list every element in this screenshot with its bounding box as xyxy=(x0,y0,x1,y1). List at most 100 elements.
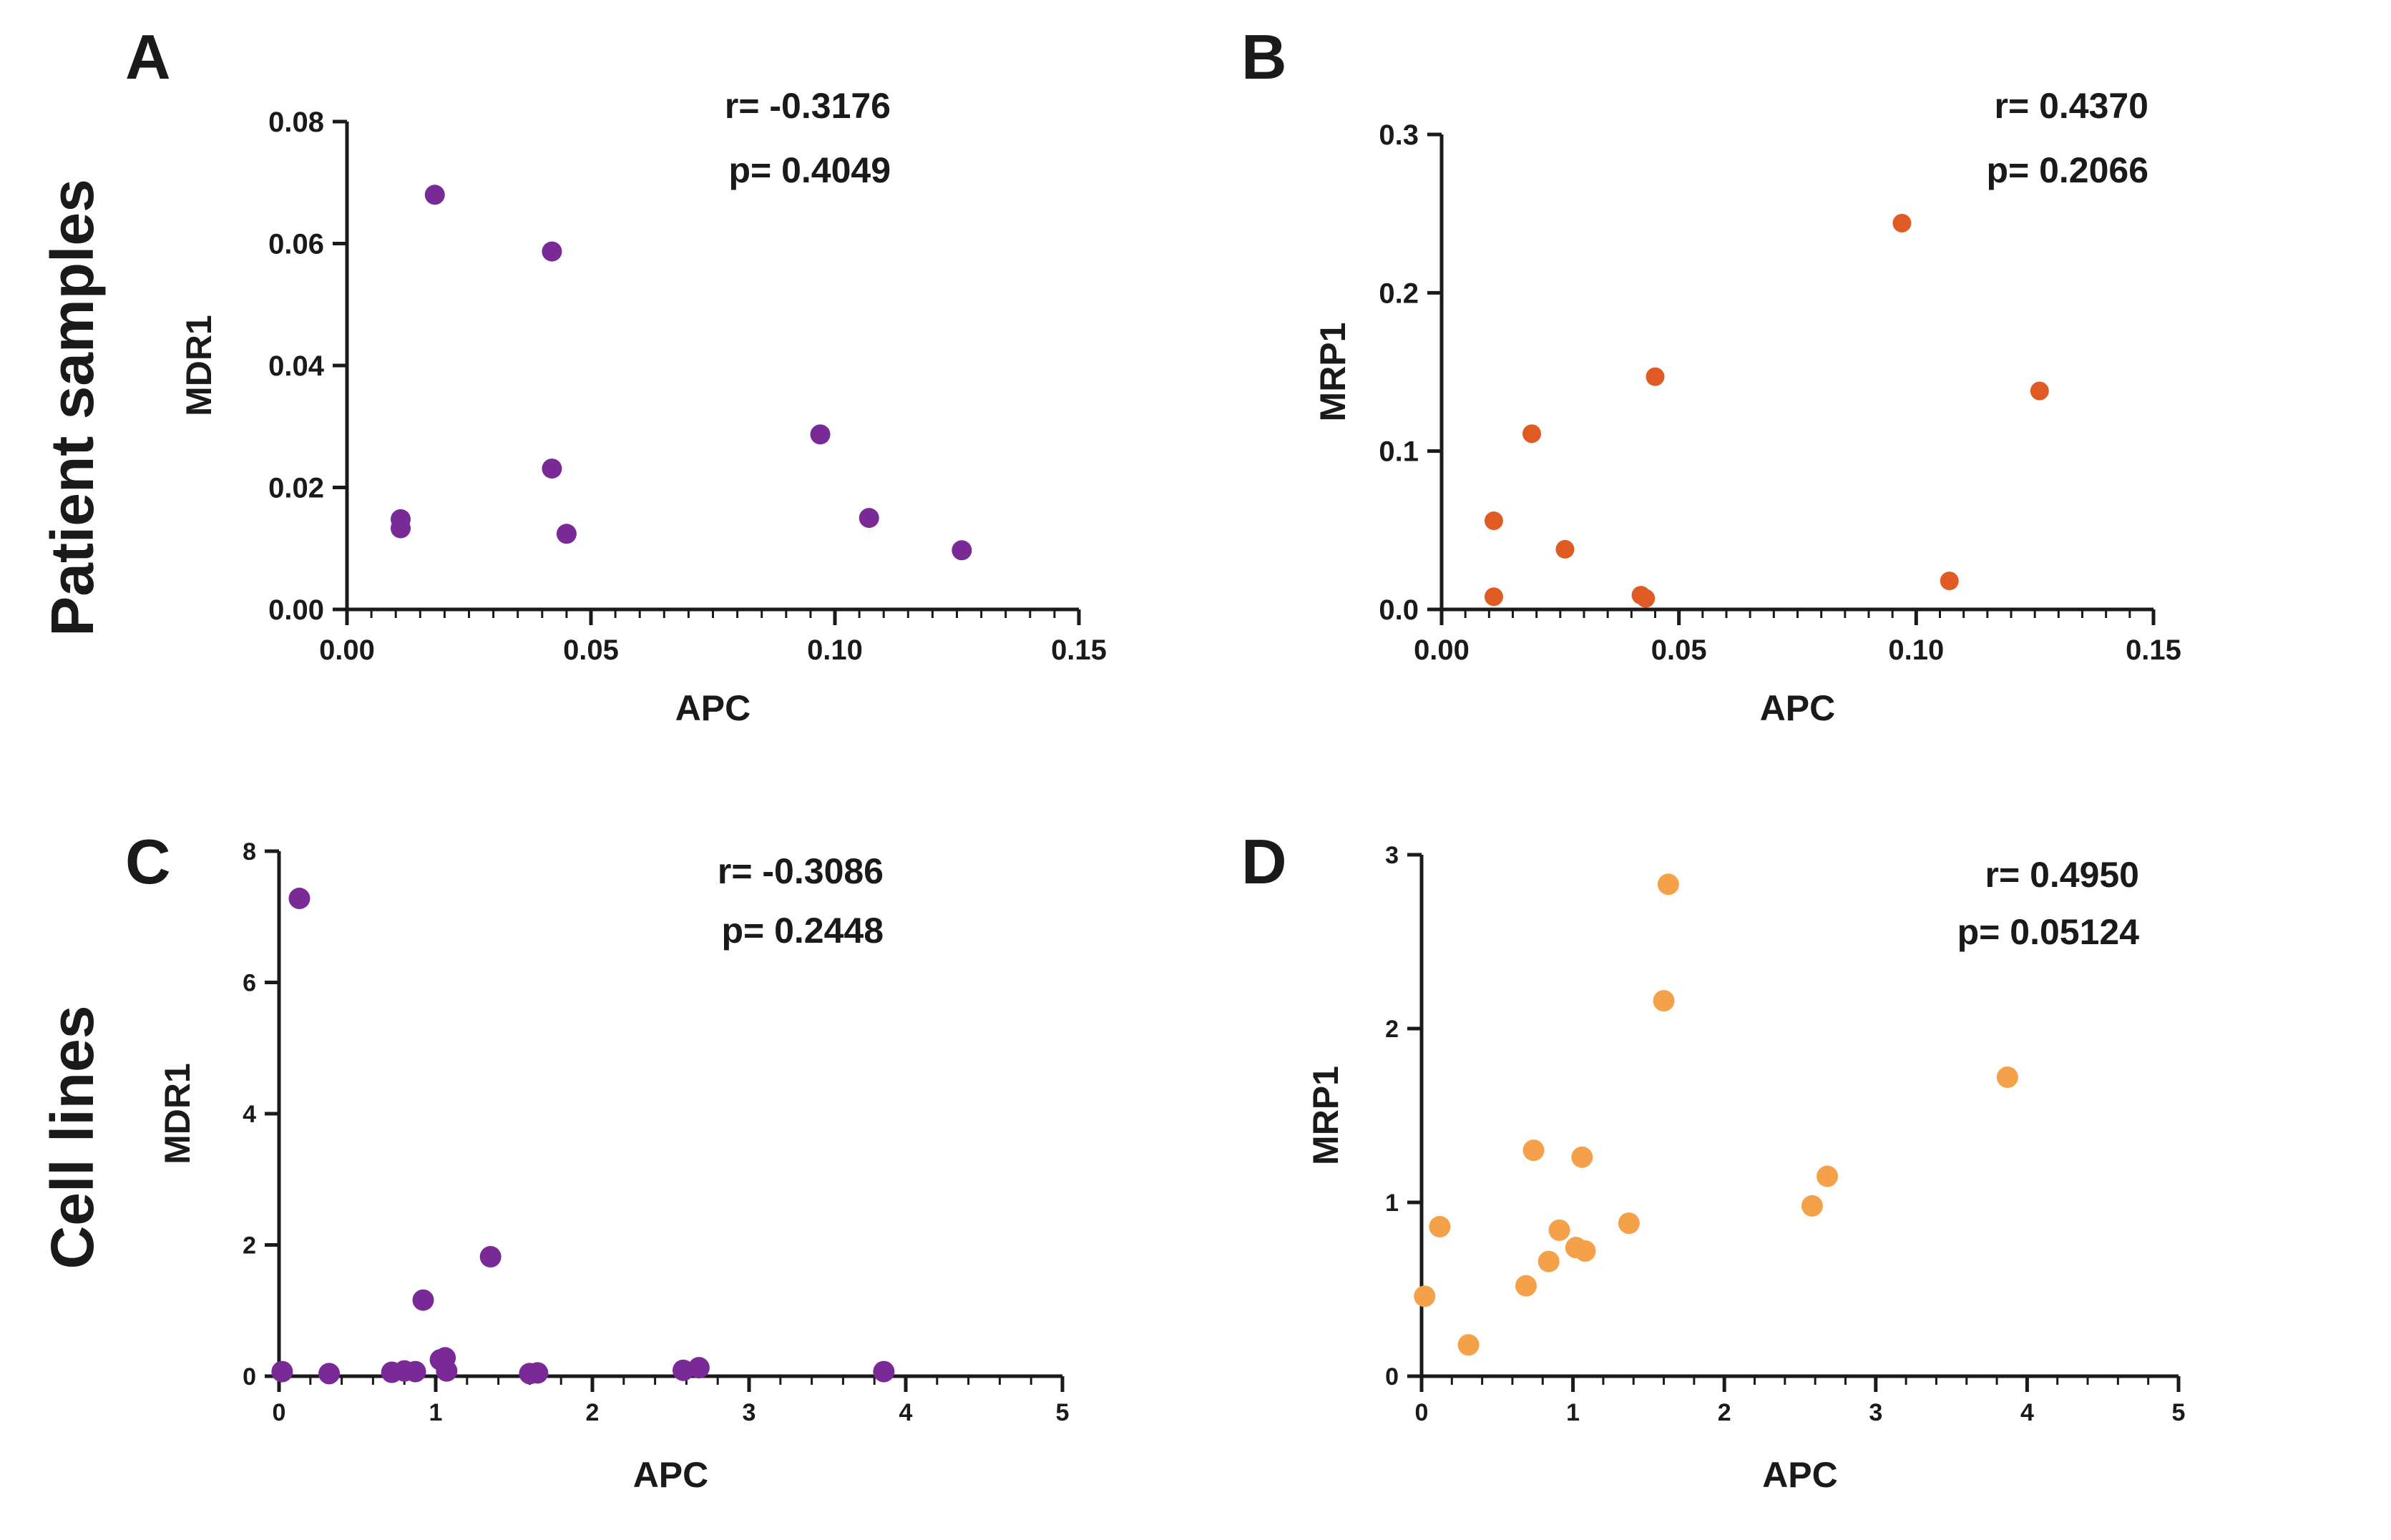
y-tick-label-c: 2 xyxy=(243,1232,256,1260)
y-tick-label-a: 0.02 xyxy=(268,473,324,504)
data-point-b-1 xyxy=(1484,511,1503,531)
y-tick-label-d: 0 xyxy=(1385,1363,1399,1391)
y-tick-label-c: 4 xyxy=(243,1101,256,1128)
stat-r-a: r= -0.3176 xyxy=(725,86,891,126)
x-tick-label-d: 5 xyxy=(2172,1399,2186,1426)
data-point-c-7 xyxy=(412,1289,434,1311)
panel-b: B 0.00 0.05 0.10 0.15 0.0 0.1 0.2 0.3 APC MRP1 r= 0… xyxy=(1241,21,2181,728)
x-tick-label-c: 4 xyxy=(899,1399,913,1426)
data-point-d-3 xyxy=(1457,1334,1480,1356)
data-point-c-15 xyxy=(688,1357,710,1379)
x-axis-title-a: APC xyxy=(675,688,751,728)
data-point-b-7 xyxy=(1646,367,1665,386)
y-tick-label-a: 0.08 xyxy=(268,107,324,138)
stat-r-b: r= 0.4370 xyxy=(1995,86,2148,126)
data-point-a-5 xyxy=(542,458,562,479)
data-point-c-3 xyxy=(318,1363,341,1385)
y-tick-label-b: 0.1 xyxy=(1379,436,1419,468)
x-tick-label-c: 1 xyxy=(429,1399,443,1426)
data-point-d-15 xyxy=(1817,1165,1839,1187)
data-point-b-2 xyxy=(1484,587,1503,607)
panel-letter-c: C xyxy=(125,826,171,897)
data-point-d-2 xyxy=(1429,1216,1451,1238)
data-point-d-12 xyxy=(1653,990,1675,1012)
data-point-a-7 xyxy=(810,424,831,445)
x-axis-title-d: APC xyxy=(1762,1455,1838,1495)
y-tick-label-d: 1 xyxy=(1385,1190,1399,1217)
data-point-a-8 xyxy=(859,508,879,529)
y-tick-label-b: 0.0 xyxy=(1379,594,1419,626)
panel-letter-b: B xyxy=(1241,21,1287,92)
x-tick-label-c: 2 xyxy=(586,1399,600,1426)
y-tick-label-b: 0.3 xyxy=(1379,119,1419,151)
data-point-a-9 xyxy=(952,540,972,561)
data-point-d-5 xyxy=(1522,1139,1545,1162)
stat-r-c: r= -0.3086 xyxy=(718,851,884,891)
y-tick-label-d: 3 xyxy=(1385,842,1399,869)
y-axis-title-b: MRP1 xyxy=(1313,323,1353,422)
stat-p-b: p= 0.2066 xyxy=(1986,150,2148,190)
data-point-d-13 xyxy=(1657,873,1679,896)
stat-p-d: p= 0.05124 xyxy=(1957,912,2140,952)
panel-a: A 0.00 0.05 0.10 0.15 0.00 0.02 0.04 0.06 0.08 APC… xyxy=(125,21,1107,728)
x-tick-label-d: 4 xyxy=(2020,1399,2034,1426)
data-point-b-4 xyxy=(1555,539,1575,559)
y-tick-label-c: 8 xyxy=(243,838,256,865)
data-point-b-6 xyxy=(1636,589,1656,608)
data-point-b-8 xyxy=(1892,213,1912,232)
y-tick-label-b: 0.2 xyxy=(1379,278,1419,309)
stat-p-c: p= 0.2448 xyxy=(721,911,884,951)
data-point-d-7 xyxy=(1548,1219,1570,1241)
x-tick-label-b: 0.05 xyxy=(1651,634,1707,666)
x-tick-label-d: 3 xyxy=(1869,1399,1882,1426)
y-tick-label-a: 0.06 xyxy=(268,229,324,260)
x-tick-label-a: 0.05 xyxy=(563,634,619,666)
data-point-c-11 xyxy=(479,1246,502,1268)
y-tick-label-c: 0 xyxy=(243,1363,256,1391)
data-point-d-16 xyxy=(1996,1066,2018,1089)
x-tick-label-a: 0.15 xyxy=(1051,634,1107,666)
panel-c: C 0 1 2 3 4 5 0 2 4 6 8 APC MDR1 r= -0.3086 p= 0.2448 xyxy=(125,826,1069,1495)
y-tick-label-a: 0.00 xyxy=(268,594,324,626)
data-point-d-9 xyxy=(1571,1146,1593,1168)
data-point-c-13 xyxy=(527,1362,549,1384)
y-axis-title-a: MDR1 xyxy=(179,315,219,416)
row-label-patient-samples: Patient samples xyxy=(39,179,106,637)
panel-letter-a: A xyxy=(125,21,171,92)
data-point-a-3 xyxy=(424,185,445,205)
data-point-d-6 xyxy=(1537,1250,1560,1272)
data-point-d-11 xyxy=(1618,1212,1640,1235)
data-point-c-16 xyxy=(873,1360,895,1383)
y-axis-title-d: MRP1 xyxy=(1306,1066,1346,1165)
x-tick-label-b: 0.10 xyxy=(1888,634,1944,666)
data-point-a-6 xyxy=(556,524,577,544)
data-point-d-10 xyxy=(1574,1240,1596,1262)
data-point-c-1 xyxy=(271,1360,293,1383)
panels: A0.00 0.05 0.10 0.150.000.020.040.060.08APC… xyxy=(125,21,2185,1495)
panel-d: D 0 1 2 3 4 5 0 1 2 3 APC MRP1 r= 0.4950 p= 0.05124 xyxy=(1241,826,2185,1495)
x-tick-label-c: 0 xyxy=(273,1399,286,1426)
data-point-b-10 xyxy=(2030,381,2049,401)
row-label-cell-lines: Cell lines xyxy=(39,1006,106,1270)
data-point-c-6 xyxy=(404,1360,426,1383)
data-point-b-3 xyxy=(1522,424,1542,443)
data-point-d-14 xyxy=(1801,1195,1823,1217)
x-tick-label-d: 1 xyxy=(1566,1399,1580,1426)
x-tick-label-d: 0 xyxy=(1415,1399,1429,1426)
data-point-c-2 xyxy=(288,888,311,910)
x-tick-label-c: 5 xyxy=(1056,1399,1070,1426)
y-tick-label-c: 6 xyxy=(243,970,256,997)
stat-p-a: p= 0.4049 xyxy=(728,150,891,190)
x-tick-label-c: 3 xyxy=(743,1399,756,1426)
x-tick-label-d: 2 xyxy=(1718,1399,1731,1426)
x-axis-title-c: APC xyxy=(633,1455,709,1495)
data-point-a-2 xyxy=(391,518,411,539)
stat-r-d: r= 0.4950 xyxy=(1985,855,2139,895)
x-tick-label-b: 0.15 xyxy=(2126,634,2181,666)
x-tick-label-a: 0.00 xyxy=(319,634,375,666)
y-tick-label-a: 0.04 xyxy=(268,350,325,382)
x-tick-label-a: 0.10 xyxy=(807,634,863,666)
x-axis-title-b: APC xyxy=(1760,688,1836,728)
y-tick-label-d: 2 xyxy=(1385,1016,1399,1043)
